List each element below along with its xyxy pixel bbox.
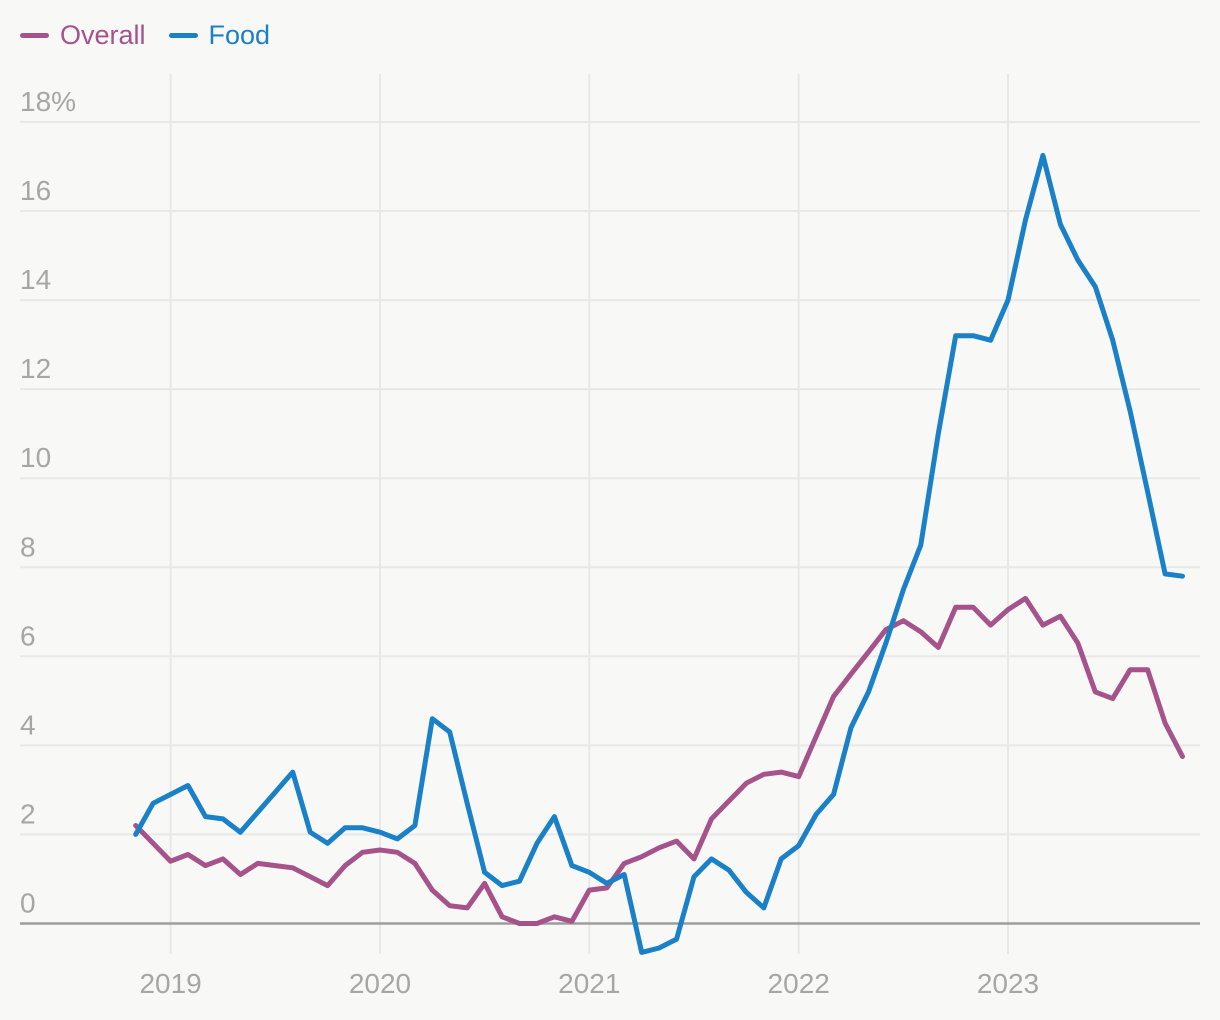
legend-item-food: Food [168,20,271,50]
overall-line-swatch-icon [20,33,49,38]
y-tick-label: 14 [20,264,51,295]
legend-label-overall: Overall [60,20,146,50]
y-gridlines [20,121,1200,836]
food-line-swatch-icon [168,33,198,38]
x-tick-label: 2023 [977,968,1039,999]
legend-label-food: Food [208,20,271,50]
y-tick-label: 6 [20,620,36,651]
y-tick-label: 12 [20,353,51,384]
y-tick-label: 10 [20,442,51,473]
legend-item-overall: Overall [20,22,146,49]
y-tick-label: 16 [20,175,51,206]
y-tick-label: 4 [20,709,36,740]
food-line [133,152,1185,955]
y-tick-label: 2 [20,798,36,829]
x-tick-label: 2022 [768,968,830,999]
x-tick-label: 2019 [139,968,201,999]
y-tick-labels: 0 2 4 6 8 10 12 14 16 18% [20,86,76,919]
legend: Overall Food [20,22,270,49]
y-tick-label: 0 [20,888,36,919]
x-tick-labels: 2019 2020 2021 2022 2023 [139,968,1039,999]
x-tick-label: 2021 [558,968,620,999]
x-tick-label: 2020 [349,968,411,999]
y-tick-label: 18% [20,86,76,117]
overall-line [133,595,1185,926]
x-gridlines [169,74,1009,954]
y-tick-label: 8 [20,531,36,562]
